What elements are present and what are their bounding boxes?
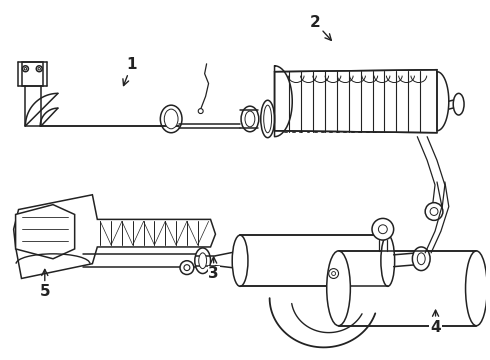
Ellipse shape (264, 105, 271, 133)
Polygon shape (14, 195, 216, 278)
Ellipse shape (160, 105, 182, 133)
Text: 1: 1 (123, 57, 137, 86)
Text: 3: 3 (208, 257, 219, 282)
Ellipse shape (195, 248, 211, 274)
Ellipse shape (372, 219, 393, 240)
Ellipse shape (413, 247, 430, 271)
Ellipse shape (38, 68, 41, 70)
Ellipse shape (381, 235, 394, 286)
Ellipse shape (327, 251, 350, 326)
Text: 5: 5 (40, 269, 50, 299)
Ellipse shape (199, 253, 207, 269)
Ellipse shape (466, 251, 487, 326)
Text: 2: 2 (310, 15, 331, 40)
Polygon shape (22, 62, 43, 86)
Ellipse shape (23, 66, 28, 72)
Ellipse shape (241, 106, 259, 132)
Ellipse shape (417, 253, 425, 265)
Polygon shape (240, 235, 388, 286)
Ellipse shape (332, 271, 336, 275)
Polygon shape (16, 204, 74, 259)
Polygon shape (339, 251, 476, 326)
Ellipse shape (164, 109, 178, 129)
Ellipse shape (184, 265, 190, 271)
Ellipse shape (329, 269, 339, 278)
Polygon shape (274, 70, 437, 133)
Ellipse shape (24, 68, 26, 70)
Ellipse shape (232, 235, 248, 286)
Ellipse shape (245, 111, 255, 127)
Ellipse shape (430, 208, 438, 215)
Ellipse shape (36, 66, 42, 72)
Ellipse shape (180, 261, 194, 275)
Ellipse shape (425, 203, 443, 220)
Ellipse shape (198, 109, 203, 113)
Ellipse shape (453, 93, 464, 115)
Ellipse shape (378, 225, 387, 234)
Text: 4: 4 (430, 310, 441, 334)
Ellipse shape (261, 100, 274, 138)
